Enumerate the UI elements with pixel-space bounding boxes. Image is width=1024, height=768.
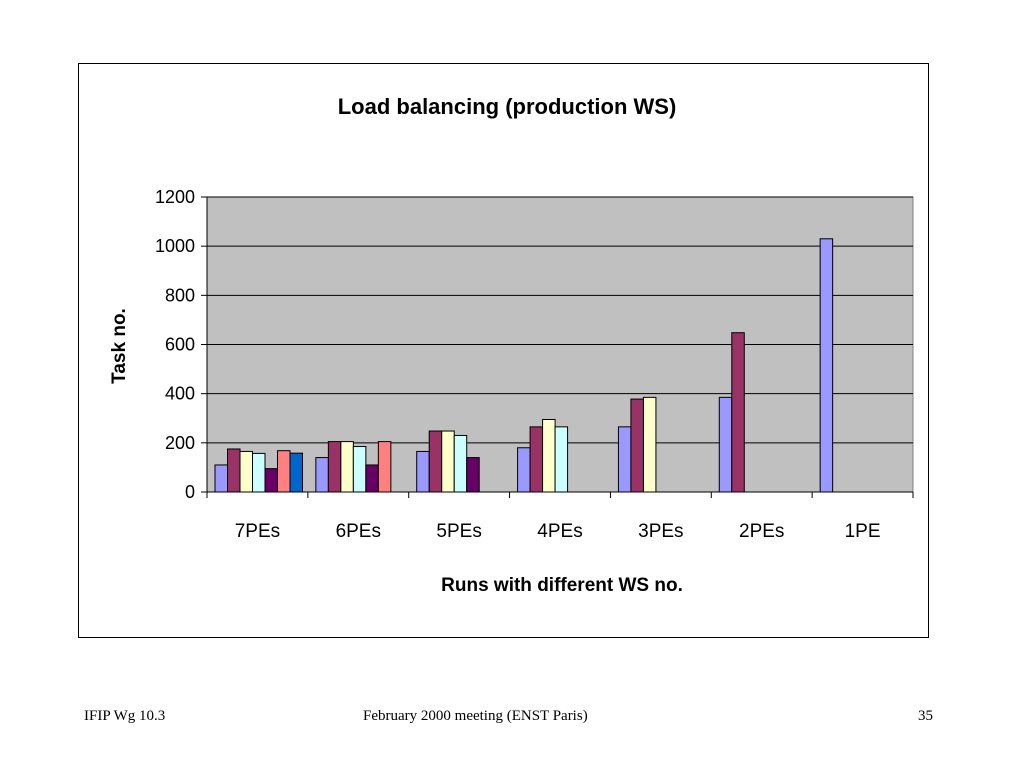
x-tick-label: 2PEs	[739, 521, 784, 542]
x-tick-label: 1PE	[845, 521, 881, 542]
bar	[428, 430, 443, 493]
x-tick-label: 5PEs	[436, 521, 481, 542]
x-tick-label: 7PEs	[235, 521, 280, 542]
bar	[441, 430, 455, 493]
y-tick-label: 1000	[155, 236, 195, 256]
y-tick-label: 800	[165, 285, 195, 305]
bar	[617, 426, 632, 493]
bar	[542, 418, 556, 493]
plot-area: 0 200 400 600 800 1000 1200 7PEs 6PEs 5PEs 4PEs 3PE…	[155, 187, 914, 542]
bar	[277, 450, 291, 493]
bar	[340, 441, 354, 493]
bar	[630, 398, 644, 493]
x-axis-label: Runs with different WS no.	[441, 575, 683, 596]
footer-meeting: February 2000 meeting (ENST Paris)	[363, 708, 588, 724]
y-tick-label: 200	[165, 433, 195, 453]
bar	[416, 450, 430, 493]
y-axis-label: Task no.	[109, 308, 130, 384]
bar	[453, 434, 468, 493]
bar	[264, 468, 278, 493]
bar	[352, 446, 367, 493]
bar	[554, 426, 569, 493]
bar	[377, 441, 392, 493]
chart-svg: Load balancing (production WS) Task no. …	[109, 94, 914, 596]
bar	[517, 447, 531, 493]
footer-page-number: 35	[918, 708, 933, 724]
y-tick-label: 0	[185, 482, 195, 502]
x-tick-label: 3PEs	[638, 521, 683, 542]
bar	[365, 464, 379, 493]
chart-frame: Load balancing (production WS) Task no. …	[78, 63, 929, 638]
bar	[315, 457, 329, 493]
bar	[642, 396, 657, 493]
bar	[529, 426, 544, 493]
footer-organization: IFIP Wg 10.3	[84, 708, 166, 724]
bar	[252, 452, 266, 493]
bar	[289, 452, 303, 493]
y-tick-label: 400	[165, 384, 195, 404]
chart-title: Load balancing (production WS)	[338, 94, 677, 119]
bar	[239, 450, 253, 493]
bar	[214, 464, 228, 493]
bar	[731, 332, 745, 493]
bar	[718, 396, 733, 493]
bar	[466, 457, 480, 493]
y-tick-label: 1200	[155, 187, 195, 207]
bar	[819, 238, 834, 493]
bar	[227, 448, 241, 493]
x-tick-label: 6PEs	[336, 521, 381, 542]
bar	[327, 441, 342, 493]
x-tick-label: 4PEs	[537, 521, 582, 542]
y-tick-label: 600	[165, 335, 195, 355]
